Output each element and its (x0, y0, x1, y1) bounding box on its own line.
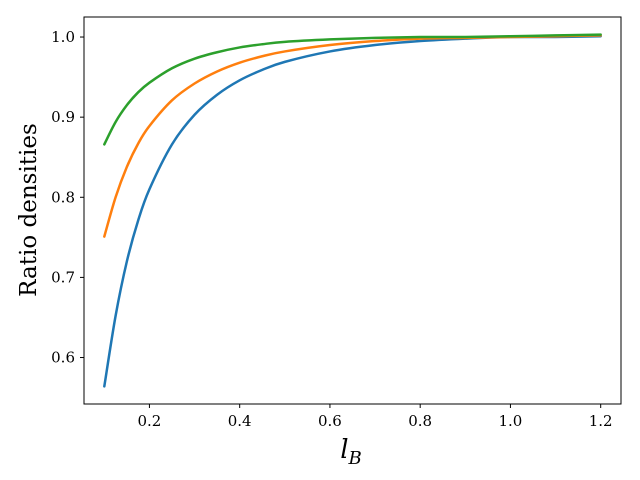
x-axis-label-main: l (340, 435, 348, 465)
y-tick-label: 0.7 (51, 268, 75, 286)
series-lines (103, 33, 602, 388)
x-tick-label: 1.0 (499, 412, 523, 430)
y-axis-label: Ratio densities (16, 123, 42, 297)
x-axis-label-subscript: B (348, 448, 362, 469)
y-tick-label: 0.9 (51, 108, 75, 126)
x-tick-label: 1.2 (589, 412, 613, 430)
x-tick-label: 0.4 (228, 412, 252, 430)
y-tick-label: 0.8 (51, 188, 75, 206)
plot-frame (83, 16, 622, 405)
y-tick-label: 1.0 (51, 28, 75, 46)
x-axis-ticks: 0.2 0.4 0.6 0.8 1.0 1.2 (138, 404, 613, 430)
series-line-1 (103, 34, 602, 388)
x-axis-label: lB (340, 435, 362, 469)
series-line-3 (103, 33, 602, 146)
x-tick-label: 0.2 (138, 412, 162, 430)
x-tick-label: 0.8 (408, 412, 432, 430)
x-tick-label: 0.6 (318, 412, 342, 430)
y-tick-label: 0.6 (51, 349, 75, 367)
y-axis-ticks: 0.6 0.7 0.8 0.9 1.0 (51, 28, 84, 367)
